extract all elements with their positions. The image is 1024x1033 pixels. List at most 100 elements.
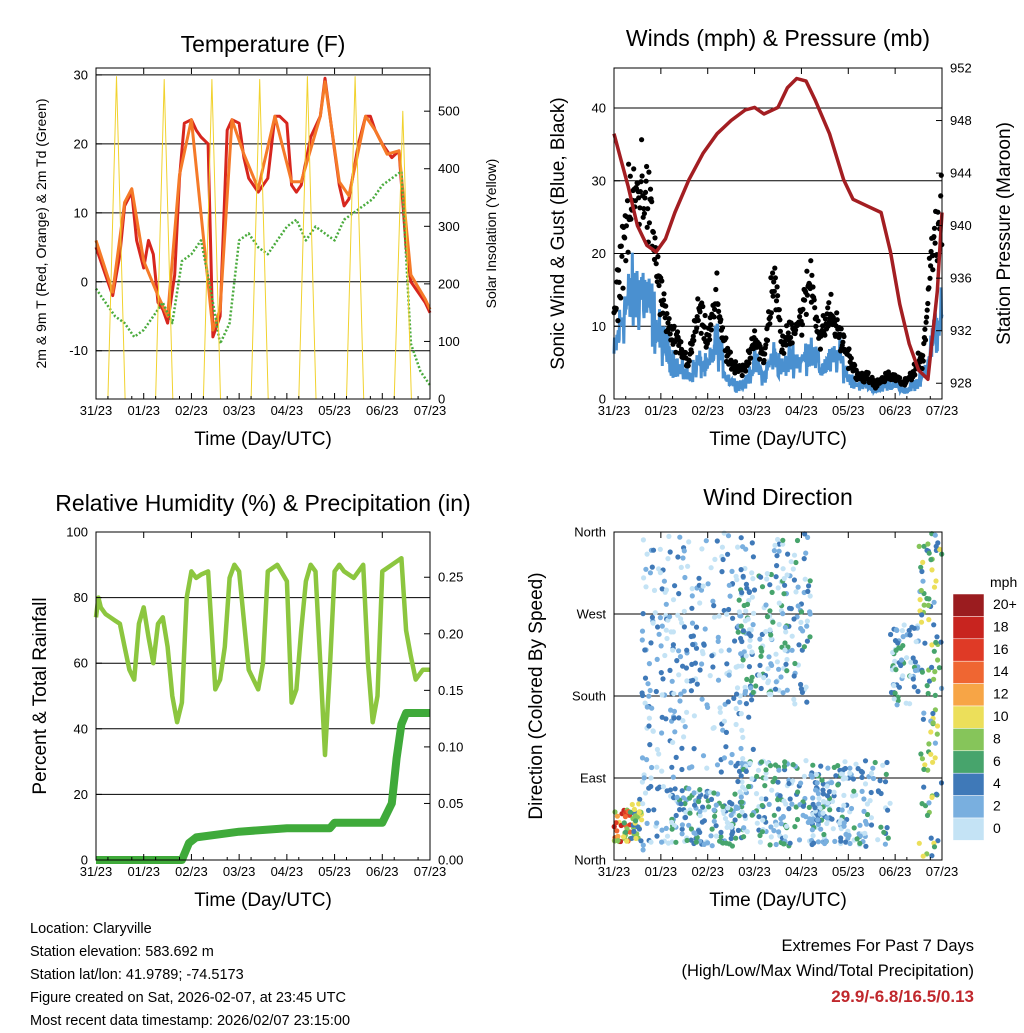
- direction-point: [646, 785, 652, 791]
- direction-point: [777, 793, 783, 799]
- direction-point: [742, 813, 748, 819]
- direction-point: [663, 601, 669, 607]
- direction-point: [688, 688, 695, 694]
- direction-point: [698, 587, 705, 593]
- gust-point: [706, 332, 712, 338]
- y2-tick-label: 0.10: [438, 739, 463, 754]
- direction-point: [766, 691, 772, 697]
- direction-point: [672, 786, 678, 792]
- direction-point: [791, 696, 797, 703]
- direction-point: [678, 801, 684, 807]
- gust-point: [645, 206, 651, 212]
- direction-point: [726, 647, 732, 653]
- gust-point: [655, 254, 661, 260]
- direction-point: [669, 819, 675, 826]
- direction-point: [750, 576, 756, 582]
- direction-point: [758, 653, 764, 659]
- direction-point: [687, 810, 693, 816]
- direction-point: [921, 784, 927, 790]
- direction-point: [807, 634, 813, 640]
- direction-point: [893, 647, 899, 653]
- direction-point: [735, 760, 741, 767]
- y-tick-label: 80: [74, 590, 88, 605]
- direction-point: [809, 819, 815, 825]
- direction-point: [807, 609, 813, 615]
- direction-point: [740, 544, 746, 550]
- direction-point: [907, 632, 913, 638]
- direction-point: [746, 589, 753, 595]
- direction-point: [791, 673, 797, 679]
- x-tick-label: 02/23: [175, 864, 208, 879]
- gust-point: [682, 349, 689, 356]
- direction-point: [683, 809, 689, 815]
- direction-point: [738, 567, 744, 573]
- direction-point: [925, 541, 931, 547]
- gust-point: [695, 296, 701, 302]
- direction-point: [646, 661, 653, 667]
- direction-point: [758, 685, 764, 692]
- y-tick-label: 20: [74, 136, 88, 151]
- direction-point: [818, 763, 824, 769]
- direction-point: [802, 531, 808, 537]
- gust-point: [826, 300, 832, 306]
- colorbar-label: 18: [993, 618, 1009, 634]
- direction-point: [738, 745, 744, 752]
- direction-point: [759, 802, 765, 809]
- direction-point: [774, 659, 781, 665]
- direction-point: [759, 584, 766, 590]
- y-axis-label: Percent & Total Rainfall: [30, 597, 51, 794]
- gust-point: [660, 310, 666, 316]
- direction-point: [621, 820, 627, 826]
- direction-point: [932, 692, 938, 699]
- direction-point: [693, 839, 699, 845]
- direction-point: [794, 537, 801, 544]
- direction-point: [644, 820, 650, 827]
- direction-point: [932, 707, 939, 713]
- gust-point: [822, 316, 829, 322]
- direction-point: [870, 775, 877, 782]
- direction-point: [639, 628, 646, 634]
- direction-point: [689, 661, 695, 668]
- direction-point: [690, 641, 696, 648]
- direction-point: [713, 833, 720, 839]
- direction-point: [877, 778, 883, 784]
- direction-point: [735, 805, 741, 811]
- direction-point: [709, 826, 715, 832]
- direction-point: [768, 632, 774, 638]
- gust-point: [932, 240, 938, 246]
- direction-point: [691, 713, 698, 719]
- gust-point: [803, 311, 809, 317]
- colorbar-swatch: [952, 660, 985, 684]
- direction-point: [749, 649, 755, 655]
- direction-point: [924, 812, 931, 819]
- direction-point: [659, 623, 665, 629]
- direction-point: [805, 534, 811, 541]
- direction-point: [892, 658, 898, 665]
- series-station-pressure: [612, 76, 944, 382]
- direction-point: [782, 582, 788, 588]
- direction-point: [764, 576, 770, 582]
- y2-tick-label: 940: [950, 218, 972, 233]
- direction-point: [790, 778, 796, 784]
- gust-point: [817, 346, 824, 352]
- gust-point: [618, 243, 624, 249]
- y-tick-label: 0: [81, 853, 88, 868]
- direction-point: [776, 548, 782, 554]
- direction-point: [676, 715, 682, 721]
- direction-point: [775, 806, 782, 812]
- y2-axis-label: Solar Insolation (Yellow): [483, 159, 499, 309]
- x-tick-label: 31/23: [80, 864, 113, 879]
- x-tick-label: 31/23: [598, 864, 631, 879]
- direction-point: [679, 788, 685, 794]
- direction-point: [622, 814, 629, 820]
- gust-point: [762, 351, 768, 357]
- direction-point: [812, 805, 818, 811]
- direction-point: [758, 574, 764, 580]
- y-axis: North East South West North Direction (Colore…: [526, 525, 620, 868]
- direction-point: [636, 826, 643, 832]
- direction-point: [803, 758, 809, 764]
- direction-point: [655, 624, 661, 630]
- direction-point: [700, 804, 706, 810]
- direction-point: [711, 790, 717, 796]
- gust-point: [929, 253, 935, 259]
